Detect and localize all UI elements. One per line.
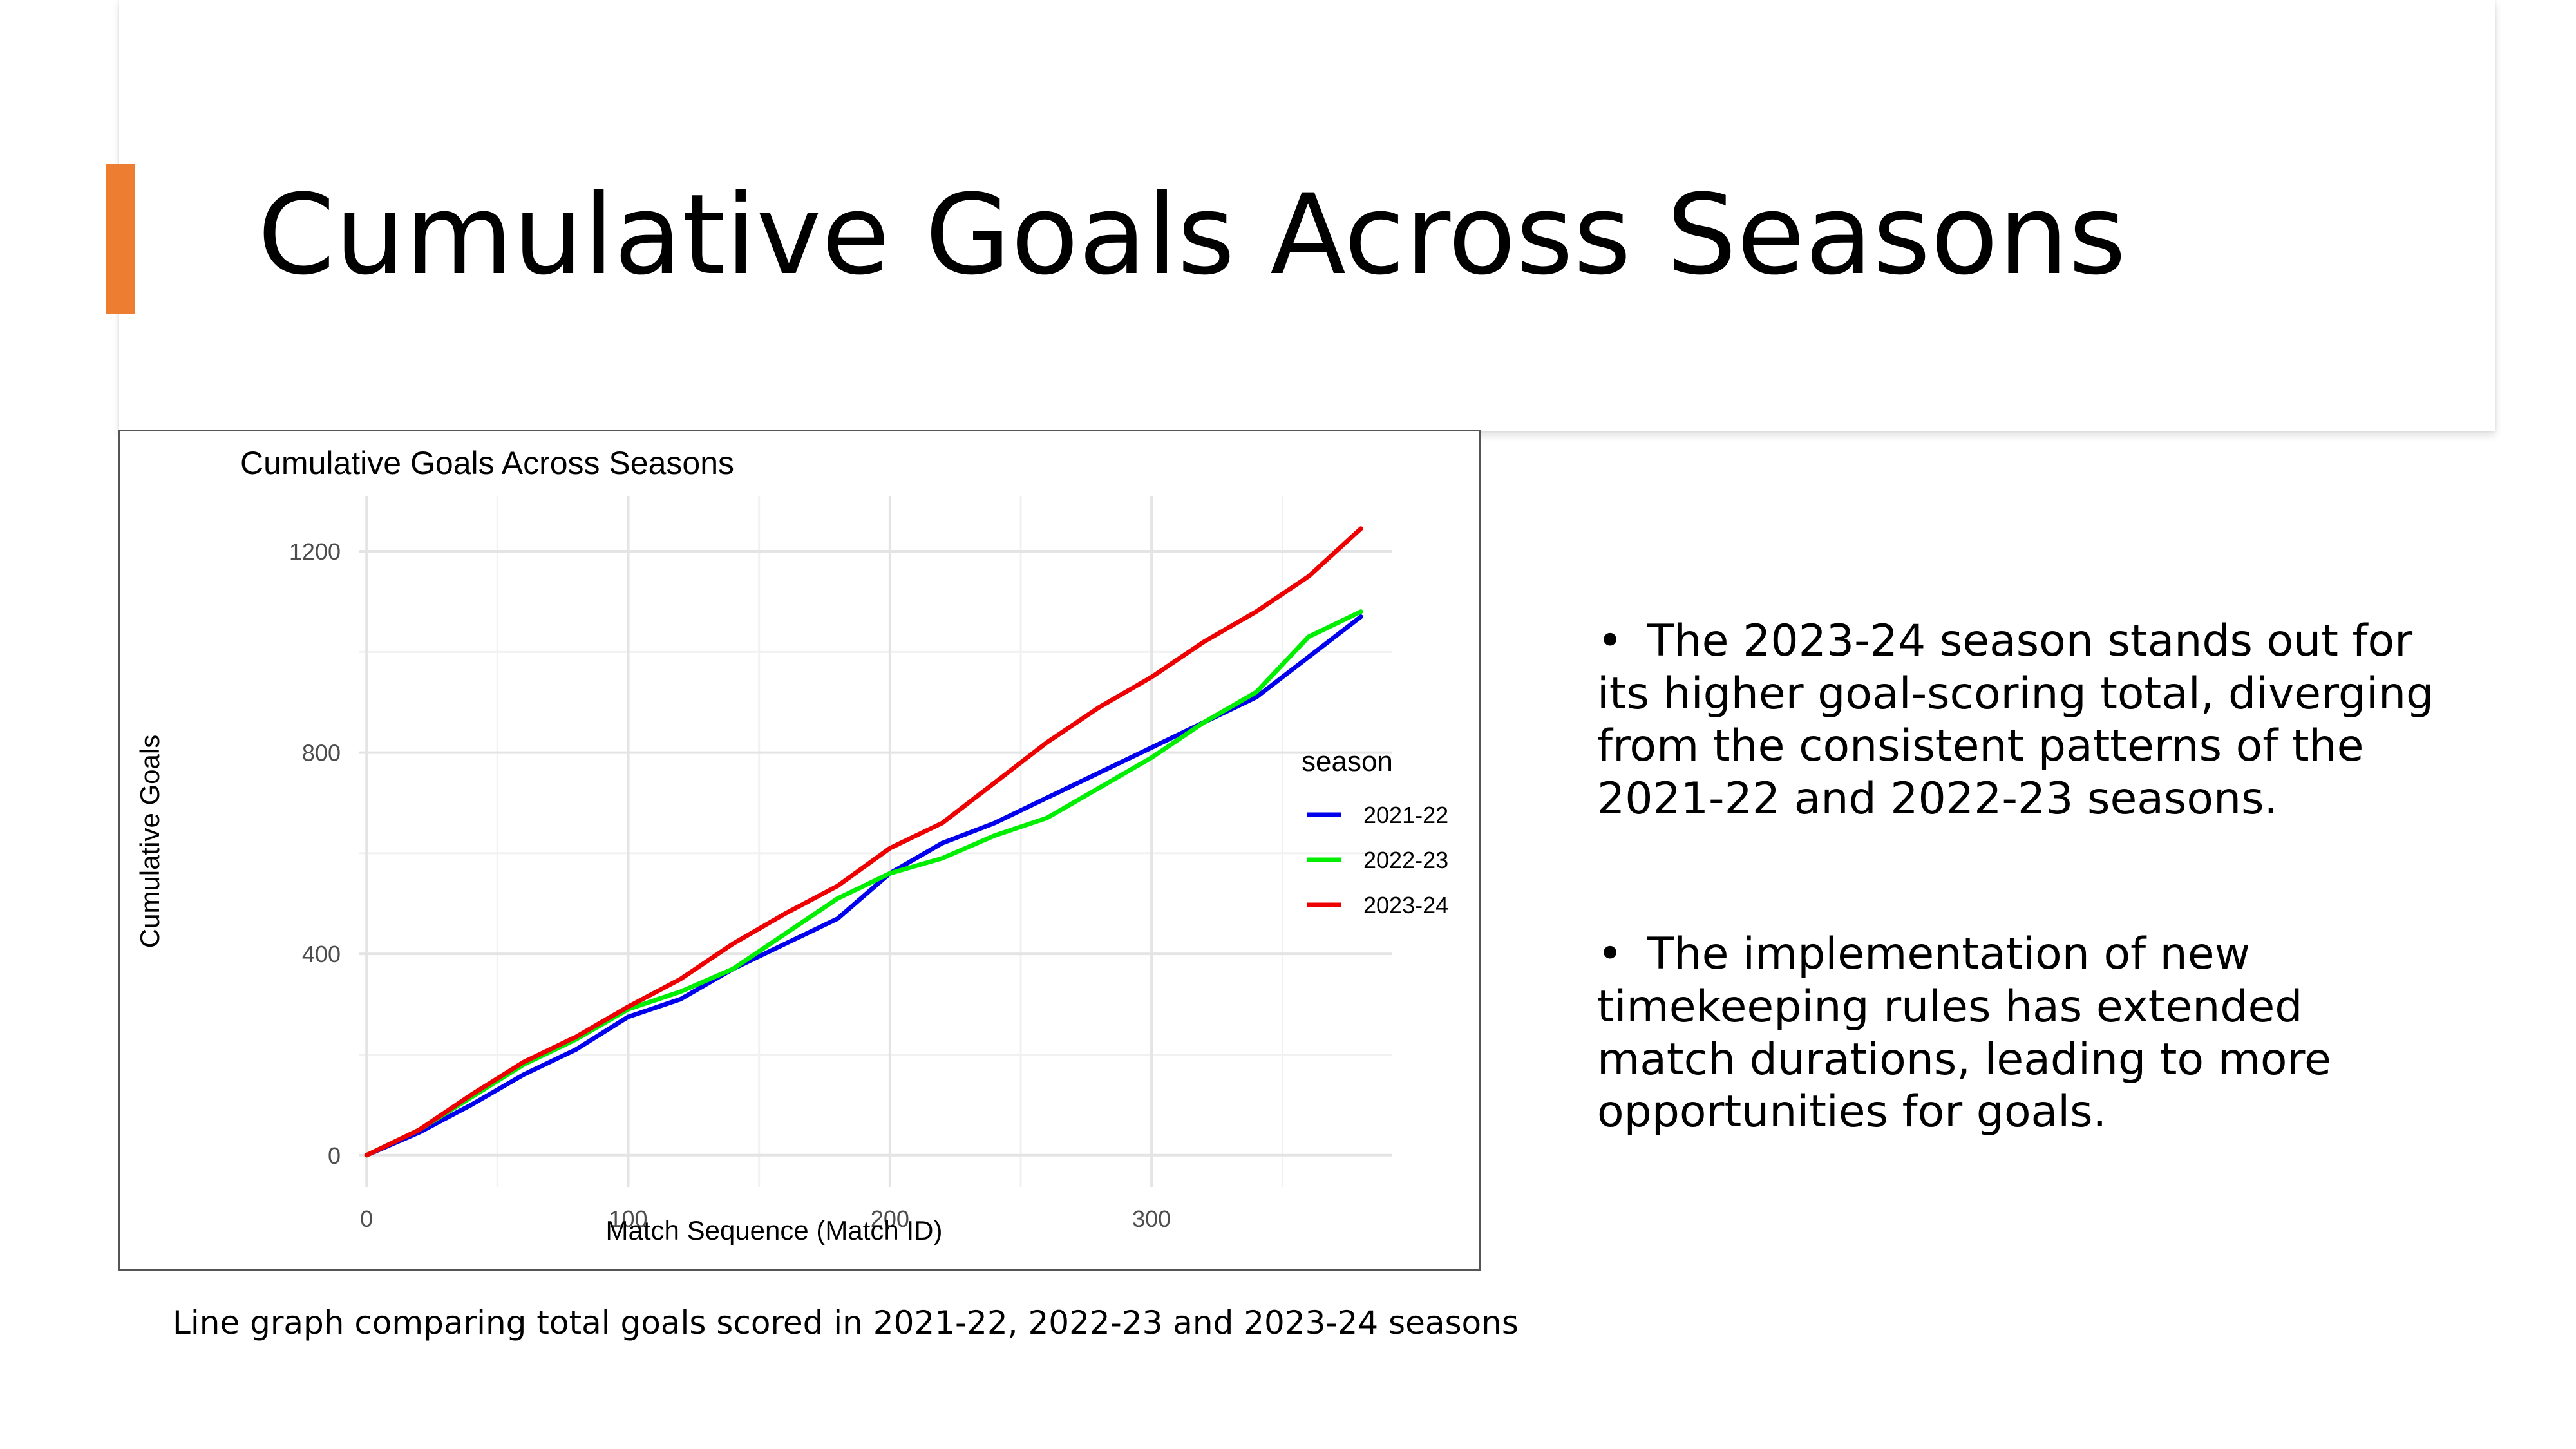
chart-caption: Line graph comparing total goals scored … [173, 1304, 1519, 1341]
series-line-2022-23 [364, 609, 1363, 1158]
y-tick-label: 1200 [289, 538, 341, 565]
bullet-item: • The 2023-24 season stands out for its h… [1597, 615, 2447, 825]
bullet-text: The implementation of new timekeeping ru… [1597, 929, 2331, 1138]
y-tick-label: 800 [302, 740, 341, 766]
line-chart: 0 100 200 300 0 400 800 1200 Cumulative Goals Ac… [135, 445, 1448, 1245]
x-tick-label: 0 [360, 1206, 373, 1232]
bullet-item: • The implementation of new timekeeping r… [1597, 928, 2447, 1138]
y-tick-label: 400 [302, 941, 341, 967]
legend-label: 2021-22 [1363, 802, 1448, 828]
chart-frame: 0 100 200 300 0 400 800 1200 Cumulative Goals Ac… [118, 430, 1481, 1271]
title-panel [119, 0, 2496, 431]
bullet-list: • The 2023-24 season stands out for its h… [1597, 615, 2447, 1242]
legend-title: season [1302, 746, 1393, 777]
x-tick-label: 200 [871, 1206, 909, 1232]
y-tick-label: 0 [328, 1142, 341, 1169]
y-axis-label: Cumulative Goals [135, 735, 165, 948]
x-axis-label: Match Sequence (Match ID) [606, 1215, 943, 1245]
title-accent-bar [106, 164, 135, 314]
chart-title: Cumulative Goals Across Seasons [240, 445, 734, 481]
slide-title: Cumulative Goals Across Seasons [258, 170, 2126, 299]
legend-label: 2022-23 [1363, 847, 1448, 873]
x-tick-label: 300 [1132, 1206, 1171, 1232]
bullet-dot-icon: • [1597, 929, 1624, 980]
bullet-text: The 2023-24 season stands out for its hi… [1597, 616, 2434, 824]
legend-label: 2023-24 [1363, 892, 1448, 918]
bullet-dot-icon: • [1597, 616, 1624, 667]
series-line-2023-24 [364, 526, 1363, 1158]
x-tick-label: 100 [609, 1206, 647, 1232]
